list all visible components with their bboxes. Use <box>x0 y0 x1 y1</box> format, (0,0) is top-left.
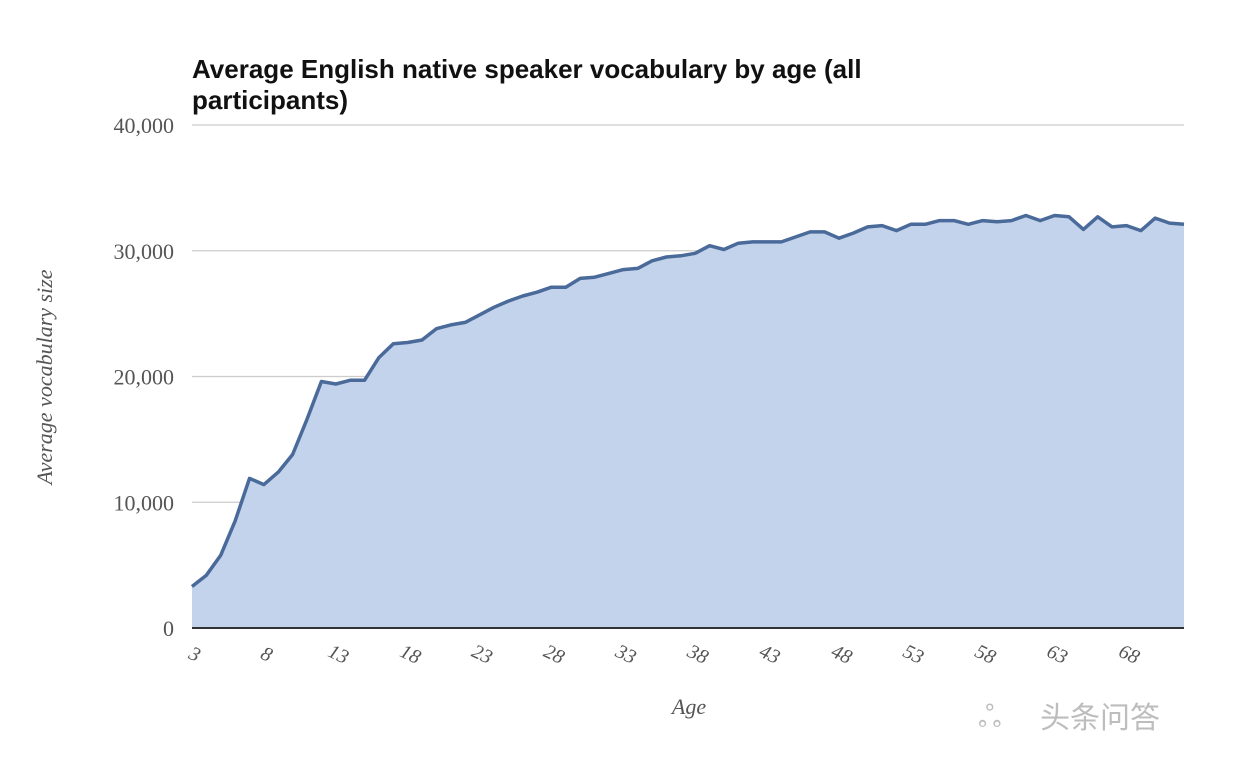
y-tick-label: 30,000 <box>114 239 175 264</box>
x-axis-ticks: 3 8 13 18 23 28 33 38 43 48 53 58 63 68 <box>184 640 1142 669</box>
x-tick-label: 18 <box>397 640 424 668</box>
watermark: ஃ 头条问答 <box>978 700 1160 736</box>
y-tick-label: 40,000 <box>114 113 175 138</box>
x-tick-label: 68 <box>1115 640 1142 668</box>
chart-title-line-2: participants) <box>192 85 348 115</box>
watermark-logo-icon: ஃ <box>978 700 1002 735</box>
y-tick-label: 20,000 <box>114 365 175 390</box>
x-tick-label: 8 <box>257 642 275 666</box>
x-tick-label: 33 <box>611 640 639 669</box>
y-tick-label: 10,000 <box>114 490 175 515</box>
chart-title-line-1: Average English native speaker vocabular… <box>192 54 862 84</box>
x-axis-label: Age <box>670 694 706 719</box>
x-tick-label: 3 <box>184 642 203 667</box>
series-area <box>190 213 1185 629</box>
x-tick-label: 23 <box>468 640 495 668</box>
y-tick-label: 0 <box>163 616 174 641</box>
x-tick-label: 13 <box>325 640 352 668</box>
x-tick-label: 48 <box>828 640 855 668</box>
x-tick-label: 28 <box>540 640 567 668</box>
x-tick-label: 58 <box>972 640 999 668</box>
x-tick-label: 38 <box>683 640 711 669</box>
y-axis-label: Average vocabulary size <box>32 269 57 486</box>
x-tick-label: 53 <box>900 640 927 668</box>
series-area-fill <box>192 215 1184 628</box>
series-line <box>190 213 1185 588</box>
y-axis-ticks: 0 10,000 20,000 30,000 40,000 <box>114 113 175 641</box>
x-tick-label: 63 <box>1043 640 1070 668</box>
x-tick-label: 43 <box>756 640 783 668</box>
watermark-text: 头条问答 <box>1040 701 1160 736</box>
